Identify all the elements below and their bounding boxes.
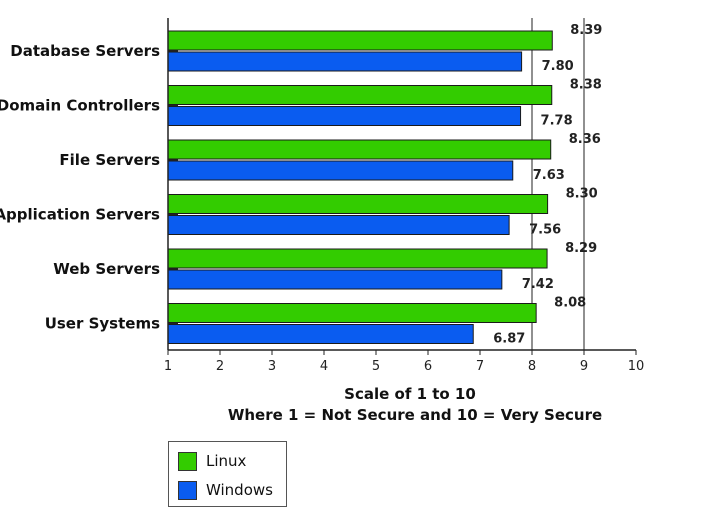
x-tick-label-8: 8 <box>528 359 536 374</box>
x-tick-label-2: 2 <box>216 359 224 374</box>
legend-label-linux: Linux <box>206 452 246 470</box>
category-label-0: Database Servers <box>10 42 160 60</box>
legend-label-windows: Windows <box>206 481 273 499</box>
value-label-linux-0: 8.39 <box>570 23 602 38</box>
bar-windows-2 <box>168 161 513 180</box>
x-tick-label-6: 6 <box>424 359 432 374</box>
bar-linux-3 <box>168 195 548 214</box>
value-label-linux-4: 8.29 <box>565 241 597 256</box>
legend-item-windows: Windows <box>178 479 273 501</box>
category-label-3: Application Servers <box>0 206 160 224</box>
category-label-2: File Servers <box>59 151 160 169</box>
bar-linux-4 <box>168 249 547 268</box>
category-label-5: User Systems <box>45 315 160 333</box>
x-axis-title-line2: Where 1 = Not Secure and 10 = Very Secur… <box>228 406 602 424</box>
bar-windows-5 <box>168 325 473 344</box>
x-tick-label-7: 7 <box>476 359 484 374</box>
x-tick-label-5: 5 <box>372 359 380 374</box>
bar-windows-0 <box>168 52 522 71</box>
value-labels: 8.39 7.80 8.38 7.78 8.36 7.638.30 7.56 8.29 7.42… <box>493 23 602 347</box>
value-label-windows-3: 7.56 <box>529 223 561 238</box>
bar-windows-3 <box>168 216 509 235</box>
value-label-windows-2: 7.63 <box>533 168 565 183</box>
value-label-windows-5: 6.87 <box>493 332 525 347</box>
value-label-linux-1: 8.38 <box>570 78 602 93</box>
legend-item-linux: Linux <box>178 450 246 472</box>
category-labels: Database Servers Domain Controllers File S… <box>0 42 160 333</box>
x-tick-label-1: 1 <box>164 359 172 374</box>
value-label-windows-1: 7.78 <box>541 114 573 129</box>
x-tick-label-9: 9 <box>580 359 588 374</box>
value-label-windows-0: 7.80 <box>542 59 574 74</box>
bars <box>168 31 552 344</box>
value-label-linux-2: 8.36 <box>569 132 601 147</box>
bar-linux-0 <box>168 31 552 50</box>
value-label-windows-4: 7.42 <box>522 277 554 292</box>
value-label-linux-5: 8.08 <box>554 296 586 311</box>
x-axis-ticks: 1 2 3 4 5 6 7 8 9 10 <box>164 350 644 374</box>
bar-linux-1 <box>168 86 552 105</box>
category-label-1: Domain Controllers <box>0 97 160 115</box>
bar-linux-5 <box>168 304 536 323</box>
x-tick-label-10: 10 <box>628 359 645 374</box>
bar-windows-4 <box>168 270 502 289</box>
x-axis-title-line1: Scale of 1 to 10 <box>344 385 476 403</box>
legend-swatch-linux <box>178 452 197 471</box>
bar-linux-2 <box>168 140 551 159</box>
legend-swatch-windows <box>178 481 197 500</box>
legend: Linux Windows <box>168 441 287 507</box>
x-tick-label-4: 4 <box>320 359 328 374</box>
category-label-4: Web Servers <box>53 260 160 278</box>
value-label-linux-3: 8.30 <box>566 187 598 202</box>
x-tick-label-3: 3 <box>268 359 276 374</box>
bar-windows-1 <box>168 107 521 126</box>
